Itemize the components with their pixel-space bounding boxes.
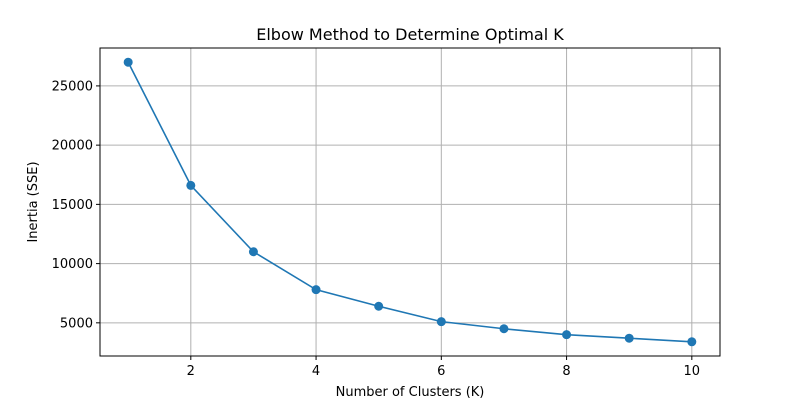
x-tick-label: 4: [312, 364, 320, 379]
data-point: [123, 57, 133, 67]
y-tick-label: 25000: [52, 79, 93, 94]
series-line: [127, 61, 692, 343]
data-point: [186, 180, 196, 190]
data-point: [687, 337, 697, 347]
ticks-layer: 2 4 6 8 10 5000 10000 15000 20000 25000: [52, 79, 700, 379]
x-tick-label: 10: [684, 364, 701, 379]
data-point: [374, 301, 384, 311]
data-point: [562, 330, 572, 340]
data-point: [436, 317, 446, 327]
grid-layer: [100, 48, 720, 356]
data-point: [624, 333, 634, 343]
x-tick-label: 6: [437, 364, 445, 379]
data-point: [499, 324, 509, 334]
x-tick-label: 2: [187, 364, 195, 379]
y-tick-label: 10000: [52, 257, 93, 272]
y-axis-label: Inertia (SSE): [26, 161, 41, 242]
chart-title: Elbow Method to Determine Optimal K: [256, 25, 564, 44]
y-tick-label: 15000: [52, 198, 93, 213]
y-tick-label: 5000: [60, 316, 93, 331]
x-axis-label: Number of Clusters (K): [336, 385, 485, 400]
y-tick-label: 20000: [52, 139, 93, 154]
data-point: [311, 285, 321, 295]
plot-frame: [99, 47, 721, 357]
data-point: [248, 247, 258, 257]
x-tick-label: 8: [562, 364, 570, 379]
series-layer: [123, 57, 697, 347]
